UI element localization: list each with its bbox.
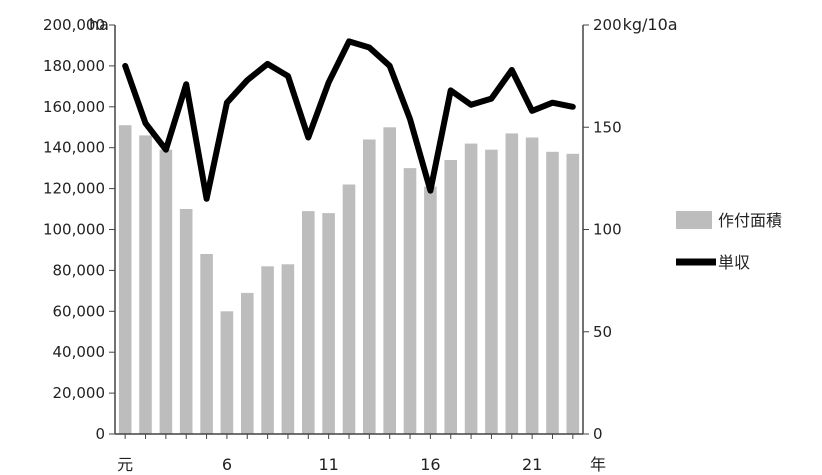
bar-21 [525,137,539,434]
left-tick-label: 60,000 [53,302,106,320]
bar-10 [302,211,315,434]
left-tick-label: 100,000 [43,221,105,239]
x-ticks: 元 6 11 16 21 [117,434,574,474]
x-tick-label: 元 [117,455,133,474]
left-tick-label: 40,000 [53,343,106,361]
left-tick-label: 200,000 [43,16,105,34]
left-tick-label: 0 [95,425,105,443]
bar-18 [464,143,478,434]
bar-22 [546,151,559,435]
bar-15 [403,168,417,434]
bar-6 [220,311,234,434]
left-tick-label: 180,000 [43,57,105,75]
bar-20 [505,133,519,434]
legend-swatch-bar [676,211,712,229]
bar-7 [241,292,254,434]
right-tick-label: 150 [593,118,622,136]
bar-23 [566,153,580,435]
legend: 作付面積 単収 [676,211,782,272]
bar-9 [281,264,295,434]
legend-label-bar: 作付面積 [718,211,782,230]
line-layer [122,38,576,202]
bar-14 [383,127,396,435]
x-tick-label: 21 [522,455,542,474]
bars-layer [118,125,580,435]
bar-8 [261,266,274,434]
left-tick-label: 80,000 [53,261,106,279]
left-tick-label: 120,000 [43,180,105,198]
bar-19 [485,149,498,434]
right-tick-label: 100 [593,221,622,239]
right-tick-label: 50 [593,323,612,341]
bar-2 [139,135,152,434]
legend-label-line: 単収 [718,253,750,272]
left-tick-label: 20,000 [53,384,106,402]
left-axis-unit: ha [89,15,109,34]
left-tick-label: 140,000 [43,139,105,157]
right-tick-label: 200 [593,16,622,34]
bar-17 [444,160,457,434]
bar-13 [363,139,376,434]
right-tick-label: 0 [593,425,603,443]
bar-元 [118,125,132,434]
bar-4 [179,209,193,434]
bar-11 [322,213,335,434]
right-axis-unit: kg/10a [623,15,678,34]
x-tick-label: 11 [318,455,338,474]
right-ticks: 0 50 100 150 200 [583,16,622,443]
left-tick-label: 160,000 [43,98,105,116]
left-ticks: 0 20,000 40,000 60,000 80,000 100,000 120,000 1… [43,16,115,443]
bar-12 [342,184,356,434]
x-tick-label: 6 [222,455,232,474]
x-tick-label: 16 [420,455,440,474]
bar-5 [200,254,213,434]
bar-16 [424,186,437,434]
bar-3 [159,149,173,434]
x-axis-unit: 年 [590,455,606,474]
